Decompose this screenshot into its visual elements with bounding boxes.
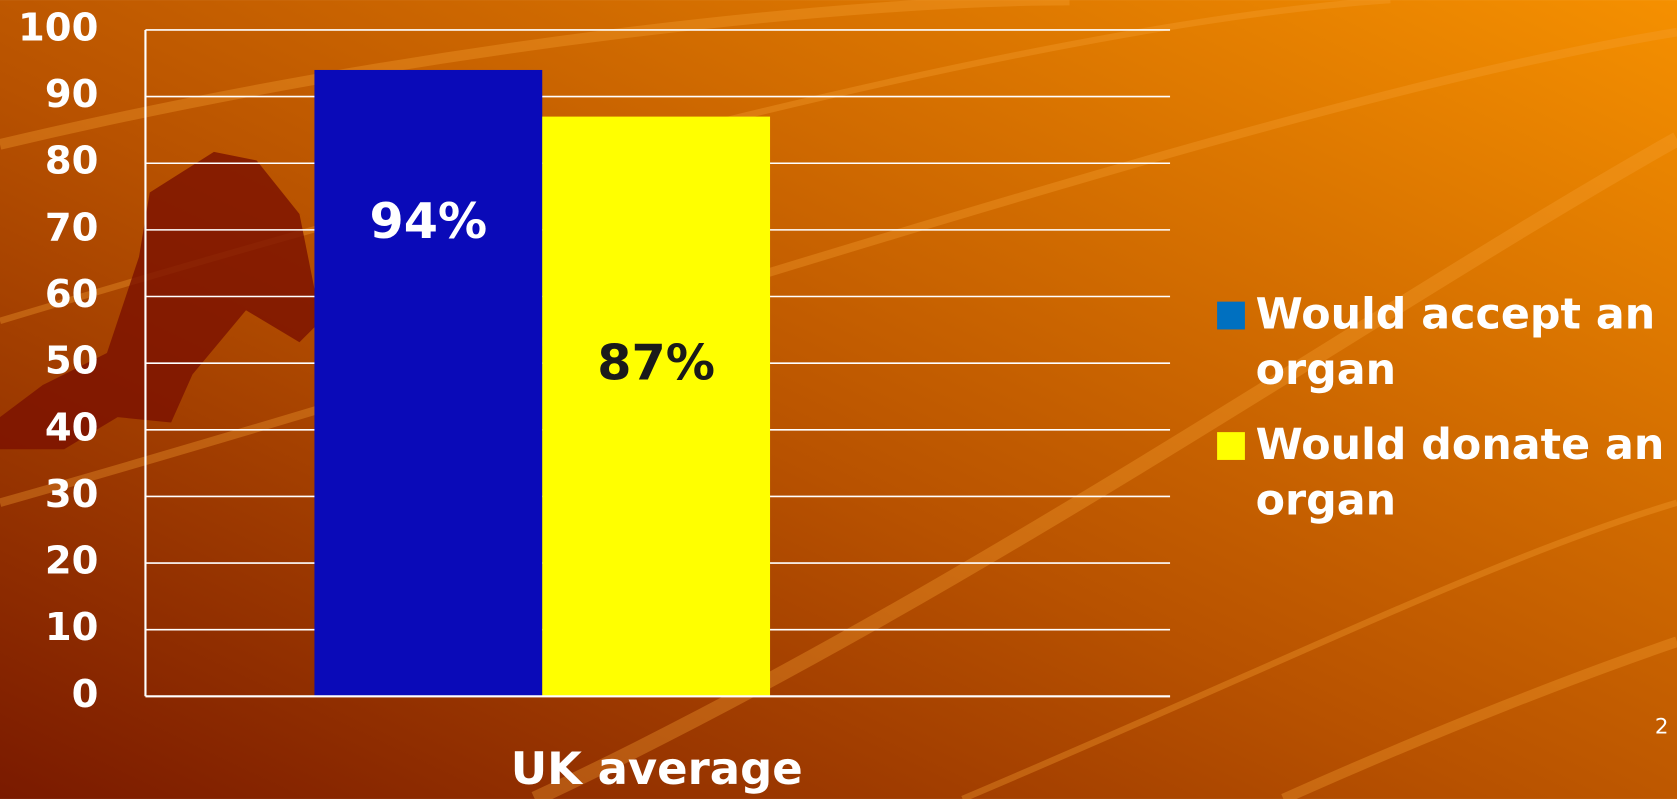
slide-number: 2: [1655, 714, 1669, 739]
y-tick-label: 20: [45, 539, 99, 584]
y-tick-label: 60: [45, 272, 99, 317]
y-tick-label: 90: [45, 72, 99, 117]
y-tick-label: 50: [45, 339, 99, 384]
plot: 0 10 20 30 40 50 60 70 80 90 100 94% 87% UK average Wo…: [18, 5, 1665, 795]
bar: [314, 69, 543, 697]
legend-label: Would donate an organ: [1255, 420, 1665, 526]
y-tick-label: 100: [18, 5, 98, 50]
decor-runner: [0, 151, 321, 450]
y-tick-label: 40: [45, 405, 99, 450]
data-label: 87%: [597, 333, 715, 391]
y-tick-label: 80: [45, 139, 99, 184]
legend-label: Would accept an organ: [1255, 289, 1656, 395]
y-tick-label: 0: [72, 672, 99, 717]
legend-marker: [1217, 432, 1245, 460]
y-tick-label: 30: [45, 472, 99, 517]
y-tick-label: 70: [45, 205, 99, 250]
x-tick-label: UK average: [511, 742, 803, 795]
bar: [542, 116, 771, 697]
legend-entry: Would accept an organ: [1255, 289, 1656, 395]
data-label: 94%: [369, 192, 487, 250]
legend-marker: [1217, 301, 1245, 330]
legend-entry: Would donate an organ: [1255, 420, 1665, 526]
y-tick-label: 10: [45, 605, 99, 650]
